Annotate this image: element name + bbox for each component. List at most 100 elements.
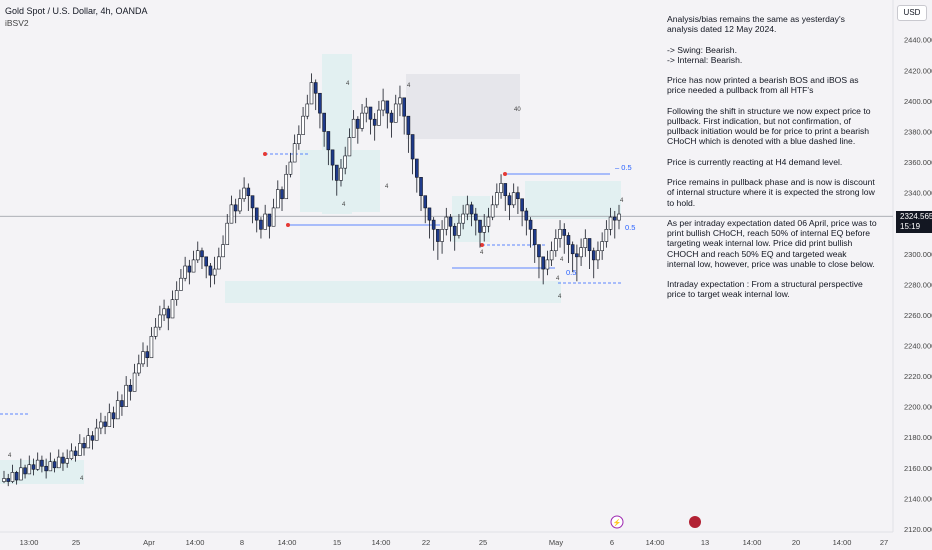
candle-body: [566, 235, 571, 245]
candle-body: [516, 192, 520, 200]
candle-body: [410, 134, 415, 160]
candle-body: [19, 467, 23, 481]
candle-body: [440, 229, 444, 242]
candle-body: [99, 421, 103, 429]
candle-body: [6, 478, 11, 482]
candle-body: [174, 290, 179, 300]
candle-body: [48, 461, 53, 472]
zone-label: 4: [342, 202, 346, 208]
candle-body: [318, 92, 322, 114]
candle-body: [288, 161, 293, 175]
candle-body: [444, 216, 449, 230]
candle-body: [524, 210, 529, 221]
candle-body: [132, 372, 137, 392]
candle-body: [191, 259, 196, 273]
candle-body: [393, 103, 398, 123]
demand-zone: [300, 150, 380, 212]
x-tick-label: 8: [240, 538, 244, 547]
candle-body: [313, 82, 318, 94]
candle-body: [457, 222, 461, 236]
zone-label: 4: [80, 476, 84, 482]
candle-body: [217, 256, 221, 270]
candle-body: [187, 265, 192, 273]
candle-body: [360, 112, 364, 129]
x-tick-label: 15: [333, 538, 341, 547]
candle-body: [478, 219, 482, 233]
candle-body: [604, 229, 609, 242]
note-paragraph: Analysis/bias remains the same as yester…: [667, 14, 845, 35]
candle-body: [23, 467, 27, 475]
indicator-label[interactable]: iBSV2: [5, 18, 29, 28]
candle-body: [596, 250, 600, 261]
candle-body: [69, 450, 74, 459]
candle-body: [309, 82, 314, 105]
candle-body: [486, 216, 491, 227]
y-tick-label: 2280.000: [904, 280, 932, 289]
candle-body: [115, 400, 120, 420]
candle-body: [507, 195, 512, 206]
y-tick-label: 2240.000: [904, 341, 932, 350]
candle-body: [263, 213, 267, 230]
zone-label: 4: [480, 250, 484, 256]
candle-body: [377, 109, 381, 126]
candle-body: [398, 97, 402, 105]
candle-body: [617, 213, 621, 221]
us-flag-icon: [689, 516, 701, 528]
candle-body: [65, 458, 69, 464]
analysis-note: Analysis/bias remains the same as yester…: [667, 14, 877, 310]
x-tick-label: 14:00: [278, 538, 297, 547]
candle-body: [305, 103, 310, 117]
candle-body: [600, 241, 604, 252]
note-paragraph: Following the shift in structure we now …: [667, 105, 871, 147]
zone-label: 4: [407, 83, 411, 89]
note-paragraph: -> Swing: Bearish.: [667, 44, 737, 55]
candle-body: [448, 216, 453, 227]
note-paragraph: -> Internal: Bearish.: [667, 54, 743, 65]
x-tick-label: 14:00: [372, 538, 391, 547]
candle-body: [158, 314, 162, 328]
candle-body: [225, 222, 230, 245]
candle-body: [423, 195, 428, 209]
candle-body: [469, 204, 474, 215]
candle-body: [82, 443, 86, 449]
symbol-title: Gold Spot / U.S. Dollar, 4h, OANDA: [5, 6, 148, 16]
candle-body: [271, 207, 276, 227]
candle-body: [415, 158, 419, 178]
x-tick-label: May: [549, 538, 563, 547]
candle-body: [250, 195, 255, 209]
candle-body: [162, 308, 166, 316]
candle-body: [562, 229, 567, 236]
x-tick-label: 27: [880, 538, 888, 547]
candle-body: [385, 100, 390, 114]
x-tick-label: 6: [610, 538, 614, 547]
swing-marker: [480, 243, 484, 247]
candle-body: [301, 115, 305, 135]
y-tick-label: 2180.000: [904, 433, 932, 442]
candle-body: [436, 229, 440, 242]
note-paragraph: Intraday expectation : From a structural…: [667, 279, 863, 300]
zone-label: 4: [8, 453, 12, 459]
x-tick-label: 22: [422, 538, 430, 547]
candle-body: [292, 143, 297, 163]
candle-body: [461, 213, 465, 224]
candle-body: [221, 244, 225, 258]
candle-body: [233, 204, 238, 212]
candle-body: [170, 299, 175, 319]
candle-body: [339, 167, 343, 181]
candle-body: [528, 219, 533, 230]
candle-body: [179, 277, 183, 291]
candle-body: [549, 250, 554, 261]
eq-label: 0.5: [566, 268, 576, 277]
candle-body: [499, 183, 503, 193]
candle-body: [31, 464, 36, 470]
zone-label: 40: [514, 107, 521, 113]
candle-body: [334, 164, 339, 181]
swing-marker: [263, 152, 267, 156]
zone-label: 4: [556, 276, 560, 282]
candle-body: [276, 189, 280, 209]
candle-body: [511, 192, 516, 206]
currency-button[interactable]: USD: [897, 5, 927, 21]
candle-body: [246, 187, 251, 196]
zone-label: 4: [558, 294, 562, 300]
